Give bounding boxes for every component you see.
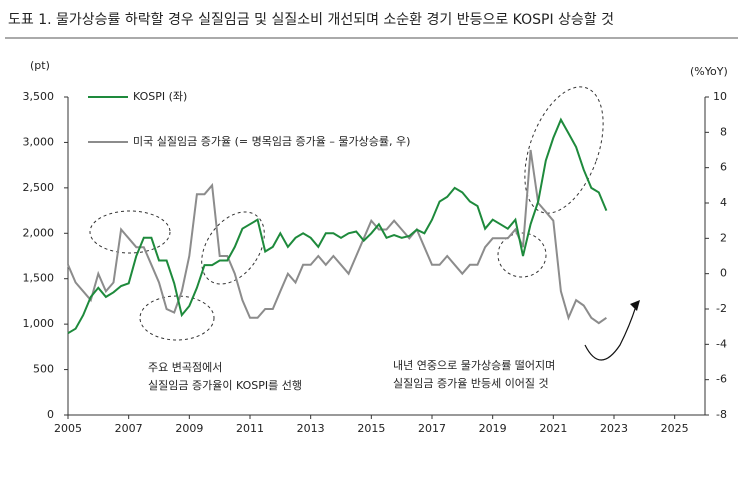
chart-title: 도표 1. 물가상승률 하락할 경우 실질임금 및 실질소비 개선되며 소순환 …: [8, 12, 614, 28]
x-tick-label: 2023: [600, 422, 628, 435]
series-line: [67, 117, 608, 335]
highlight-ellipses: [89, 86, 604, 341]
annotation: 주요 변곡점에서: [148, 361, 222, 374]
x-tick-label: 2005: [54, 422, 82, 435]
x-tick-label: 2015: [357, 422, 385, 435]
y2-tick-label: -2: [716, 302, 727, 315]
y2-tick-label: 2: [720, 231, 727, 244]
annotation: 실질임금 증가율 반등세 이어질 것: [393, 377, 549, 390]
y-axis-label: (pt): [30, 59, 50, 72]
x-tick-label: 2021: [539, 422, 567, 435]
y2-tick-label: -6: [716, 373, 727, 386]
y2-tick-label: 6: [720, 161, 727, 174]
y-tick-label: 1,500: [23, 272, 55, 285]
y-tick-label: 2,000: [23, 226, 55, 239]
arrow-head: [630, 300, 640, 311]
x-tick-label: 2013: [297, 422, 325, 435]
x-tick-label: 2019: [479, 422, 507, 435]
y2-tick-label: 10: [713, 90, 727, 103]
x-tick-label: 2009: [175, 422, 203, 435]
legend-label: KOSPI (좌): [133, 90, 187, 103]
x-tick-label: 2025: [661, 422, 689, 435]
x-tick-label: 2017: [418, 422, 446, 435]
x-tick-label: 2011: [236, 422, 264, 435]
y2-tick-label: 0: [720, 267, 727, 280]
y-tick-label: 2,500: [23, 181, 55, 194]
legend-label: 미국 실질임금 증가율 (= 명목임금 증가율 – 물가상승률, 우): [133, 135, 410, 148]
y-tick-label: 1,000: [23, 317, 55, 330]
y2-tick-label: 8: [720, 125, 727, 138]
y-tick-label: 3,500: [23, 90, 55, 103]
series-line: [67, 149, 607, 325]
y2-tick-label: -8: [716, 408, 727, 421]
y2-tick-label: 4: [720, 196, 727, 209]
rebound-arrow: [584, 305, 637, 361]
annotation: 내년 연중으로 물가상승률 떨어지며: [393, 359, 555, 372]
y-tick-label: 3,000: [23, 135, 55, 148]
y-tick-label: 0: [47, 408, 54, 421]
y2-axis-label: (%YoY): [690, 65, 728, 78]
x-tick-label: 2007: [115, 422, 143, 435]
annotation: 실질임금 증가율이 KOSPI를 선행: [148, 379, 302, 392]
y-tick-label: 500: [33, 363, 54, 376]
y2-tick-label: -4: [716, 337, 727, 350]
